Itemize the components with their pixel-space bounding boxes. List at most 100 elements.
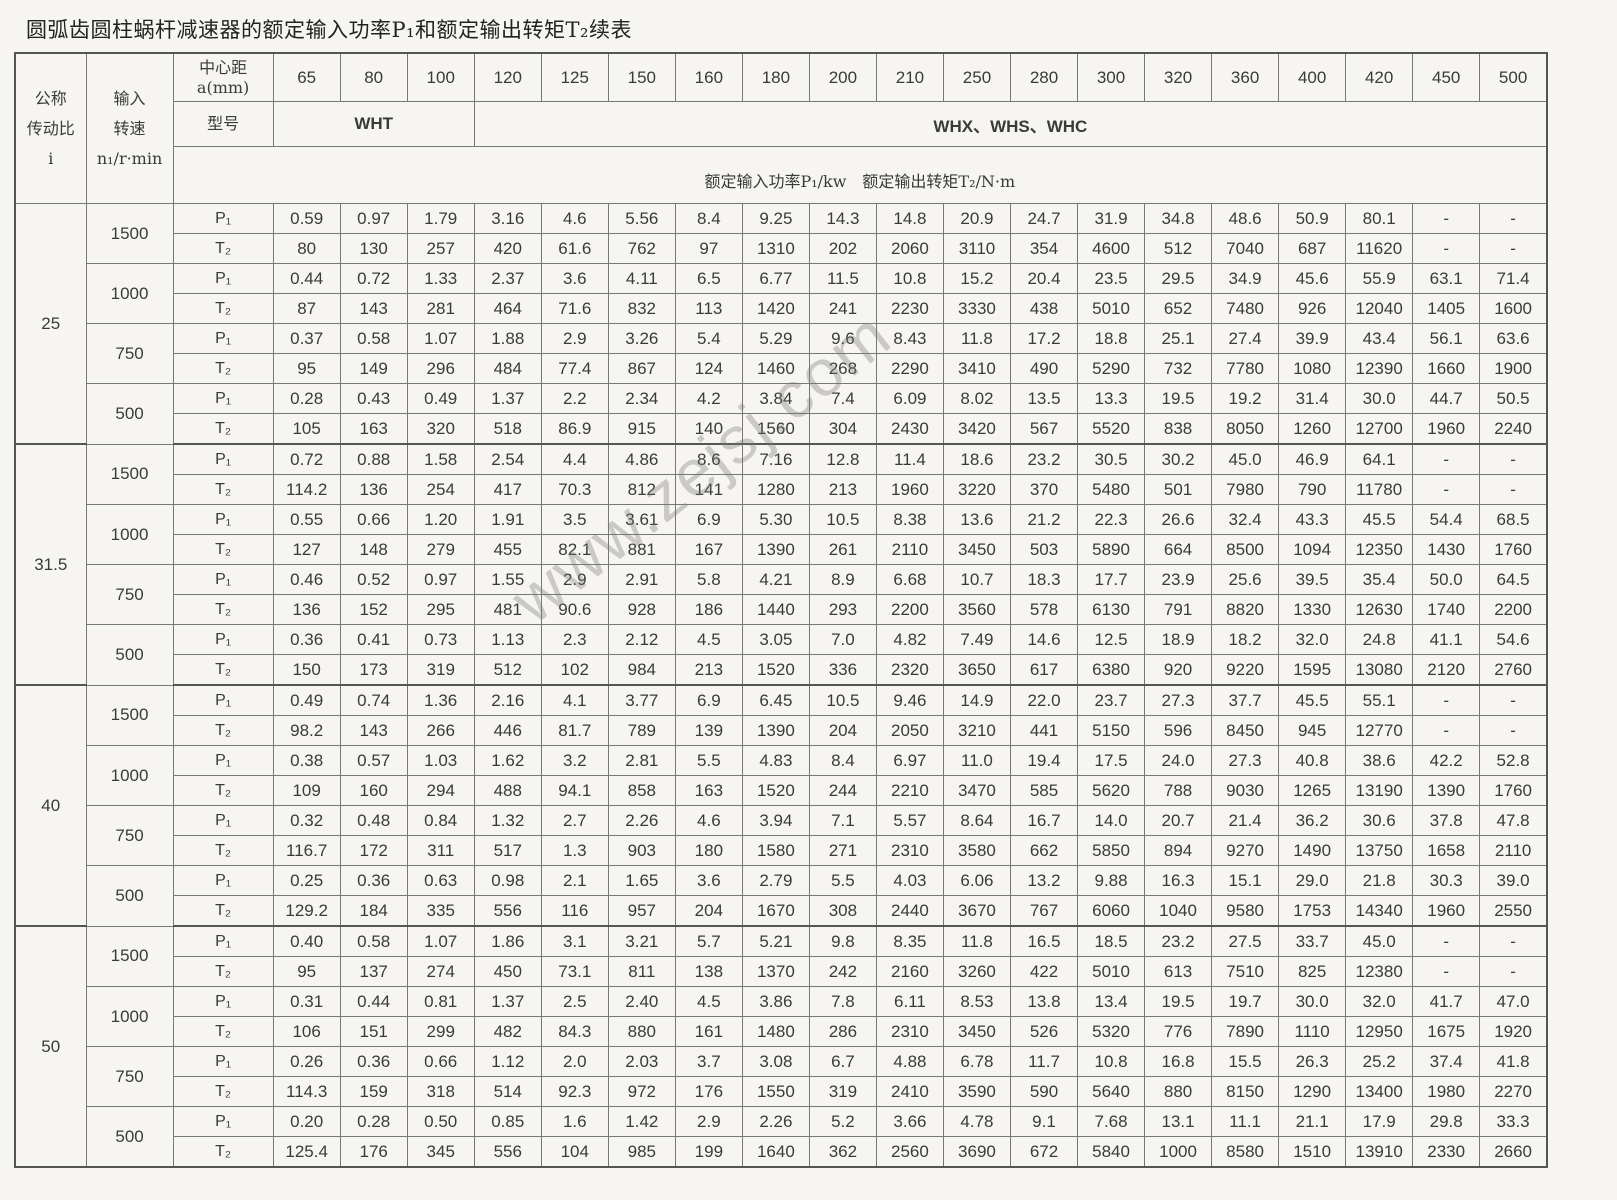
- value-cell: 54.6: [1479, 624, 1548, 655]
- value-cell: 16.7: [1009, 805, 1079, 836]
- value-cell: 37.4: [1412, 1046, 1481, 1077]
- value-cell: 12630: [1345, 594, 1414, 625]
- value-cell: 176: [339, 1136, 408, 1168]
- value-cell: 116: [540, 895, 609, 927]
- value-cell: 567: [1009, 413, 1079, 445]
- value-cell: 1480: [741, 1016, 810, 1047]
- value-cell: 732: [1144, 353, 1213, 384]
- value-cell: 832: [607, 293, 676, 324]
- value-cell: 481: [473, 594, 542, 625]
- value-cell: 9.25: [741, 203, 810, 234]
- value-cell: 3.84: [741, 383, 810, 414]
- value-cell: 3580: [942, 835, 1011, 866]
- value-cell: 12.8: [808, 443, 877, 475]
- value-cell: 1550: [741, 1076, 810, 1107]
- value-cell: 3.05: [741, 624, 810, 655]
- value-cell: 762: [607, 233, 676, 264]
- value-cell: 3670: [942, 895, 1011, 927]
- value-cell: 0.98: [473, 865, 542, 896]
- value-cell: 19.7: [1211, 986, 1280, 1017]
- value-cell: 87: [272, 293, 341, 324]
- row-label-t2: T₂: [172, 1136, 274, 1168]
- value-cell: 299: [406, 1016, 475, 1047]
- value-cell: 19.4: [1009, 745, 1079, 776]
- value-cell: 894: [1144, 835, 1213, 866]
- value-cell: 7.1: [808, 805, 877, 836]
- value-cell: 5.5: [674, 745, 743, 776]
- value-cell: 14340: [1345, 895, 1414, 927]
- value-cell: 10.5: [808, 684, 877, 716]
- value-cell: 2410: [875, 1076, 944, 1107]
- value-cell: 13190: [1345, 775, 1414, 806]
- value-cell: 4.88: [875, 1046, 944, 1077]
- row-label-t2: T₂: [172, 293, 274, 324]
- value-cell: 27.5: [1211, 925, 1280, 957]
- value-cell: 11.5: [808, 263, 877, 294]
- value-cell: 163: [674, 775, 743, 806]
- speed-cell: 500: [85, 383, 174, 445]
- value-cell: 2200: [875, 594, 944, 625]
- value-cell: 34.9: [1211, 263, 1280, 294]
- value-cell: 304: [808, 413, 877, 445]
- value-cell: 1520: [741, 654, 810, 686]
- value-cell: 2110: [1479, 835, 1548, 866]
- row-label-p1: P₁: [172, 323, 274, 354]
- row-label-p1: P₁: [172, 1046, 274, 1077]
- value-cell: 92.3: [540, 1076, 609, 1107]
- table-row: 750 P₁ 0.37 0.58 1.07 1.88 2.9 3.26 5.4 5.29 9.6 8.…: [15, 323, 1548, 384]
- value-cell: 867: [607, 353, 676, 384]
- value-cell: 21.4: [1211, 805, 1280, 836]
- value-cell: 0.88: [339, 443, 408, 475]
- value-cell: 1600: [1479, 293, 1548, 324]
- value-cell: 27.3: [1211, 745, 1280, 776]
- value-cell: -: [1479, 925, 1548, 957]
- value-cell: 17.2: [1009, 323, 1079, 354]
- value-cell: 12770: [1345, 715, 1414, 746]
- value-cell: 176: [674, 1076, 743, 1107]
- value-cell: 114.2: [272, 474, 341, 505]
- value-cell: 8.38: [875, 504, 944, 535]
- value-cell: 578: [1009, 594, 1079, 625]
- value-cell: 0.85: [473, 1106, 542, 1137]
- value-cell: 7.4: [808, 383, 877, 414]
- center-distance-420: 420: [1345, 52, 1414, 102]
- value-cell: 137: [339, 956, 408, 987]
- row-label-p1: P₁: [172, 203, 274, 234]
- row-label-p1: P₁: [172, 925, 274, 957]
- value-cell: 5010: [1077, 956, 1146, 987]
- value-cell: 3.21: [607, 925, 676, 957]
- value-cell: 0.57: [339, 745, 408, 776]
- value-cell: 105: [272, 413, 341, 445]
- value-cell: 39.9: [1278, 323, 1347, 354]
- value-cell: 161: [674, 1016, 743, 1047]
- value-cell: 928: [607, 594, 676, 625]
- value-cell: 556: [473, 895, 542, 927]
- center-distance-header-line: 中心距: [199, 57, 248, 77]
- value-cell: 345: [406, 1136, 475, 1168]
- value-cell: 6.77: [741, 263, 810, 294]
- table-row: T₂ 87 143 281 464 71.6 832 113 1420 241 2230 3330 43…: [15, 293, 1548, 324]
- value-cell: 0.40: [272, 925, 341, 957]
- value-cell: 0.58: [339, 925, 408, 957]
- value-cell: 2.2: [540, 383, 609, 414]
- value-cell: 30.0: [1345, 383, 1414, 414]
- value-cell: 48.6: [1211, 203, 1280, 234]
- value-cell: 6060: [1077, 895, 1146, 927]
- value-cell: 484: [473, 353, 542, 384]
- value-cell: 858: [607, 775, 676, 806]
- value-cell: 13750: [1345, 835, 1414, 866]
- value-cell: -: [1412, 715, 1481, 746]
- value-cell: 70.3: [540, 474, 609, 505]
- value-cell: 34.8: [1144, 203, 1213, 234]
- value-cell: 24.8: [1345, 624, 1414, 655]
- value-cell: 972: [607, 1076, 676, 1107]
- value-cell: 1405: [1412, 293, 1481, 324]
- value-cell: 86.9: [540, 413, 609, 445]
- value-cell: 1370: [741, 956, 810, 987]
- row-label-p1: P₁: [172, 383, 274, 414]
- value-cell: 1460: [741, 353, 810, 384]
- value-cell: 63.6: [1479, 323, 1548, 354]
- value-cell: 4.5: [674, 624, 743, 655]
- value-cell: -: [1412, 203, 1481, 234]
- speed-cell: 1000: [85, 986, 174, 1047]
